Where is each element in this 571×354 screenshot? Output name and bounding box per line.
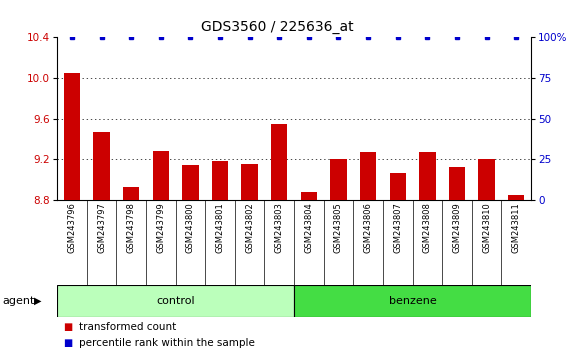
Text: GSM243806: GSM243806 bbox=[364, 202, 373, 253]
Text: benzene: benzene bbox=[389, 296, 436, 306]
Bar bbox=[301, 192, 317, 200]
Text: ■: ■ bbox=[63, 322, 72, 332]
Bar bbox=[389, 172, 406, 200]
Text: GSM243798: GSM243798 bbox=[127, 202, 136, 253]
Text: transformed count: transformed count bbox=[79, 322, 176, 332]
Text: GSM243805: GSM243805 bbox=[334, 202, 343, 253]
Text: ■: ■ bbox=[63, 338, 72, 348]
Text: agent: agent bbox=[3, 296, 35, 306]
Bar bbox=[508, 195, 524, 200]
Bar bbox=[57, 285, 294, 317]
Bar bbox=[331, 159, 347, 200]
Text: GSM243799: GSM243799 bbox=[156, 202, 165, 253]
Bar bbox=[152, 151, 169, 200]
Bar bbox=[64, 73, 80, 200]
Text: control: control bbox=[156, 296, 195, 306]
Text: GSM243801: GSM243801 bbox=[215, 202, 224, 253]
Text: GDS3560 / 225636_at: GDS3560 / 225636_at bbox=[200, 19, 353, 34]
Text: GSM243810: GSM243810 bbox=[482, 202, 491, 253]
Text: GSM243802: GSM243802 bbox=[245, 202, 254, 253]
Text: GSM243808: GSM243808 bbox=[423, 202, 432, 253]
Text: GSM243804: GSM243804 bbox=[304, 202, 313, 253]
Bar bbox=[94, 132, 110, 200]
Bar bbox=[242, 164, 258, 200]
Bar bbox=[271, 124, 287, 200]
Bar bbox=[419, 152, 436, 200]
Text: percentile rank within the sample: percentile rank within the sample bbox=[79, 338, 255, 348]
Bar bbox=[294, 285, 531, 317]
Bar bbox=[212, 161, 228, 200]
Text: GSM243809: GSM243809 bbox=[452, 202, 461, 253]
Text: GSM243807: GSM243807 bbox=[393, 202, 402, 253]
Text: ▶: ▶ bbox=[34, 296, 42, 306]
Text: GSM243797: GSM243797 bbox=[97, 202, 106, 253]
Bar bbox=[449, 167, 465, 200]
Text: GSM243803: GSM243803 bbox=[275, 202, 284, 253]
Bar bbox=[182, 165, 199, 200]
Bar bbox=[478, 159, 494, 200]
Text: GSM243800: GSM243800 bbox=[186, 202, 195, 253]
Text: GSM243811: GSM243811 bbox=[512, 202, 521, 253]
Bar bbox=[123, 187, 139, 200]
Text: GSM243796: GSM243796 bbox=[67, 202, 77, 253]
Bar bbox=[360, 152, 376, 200]
